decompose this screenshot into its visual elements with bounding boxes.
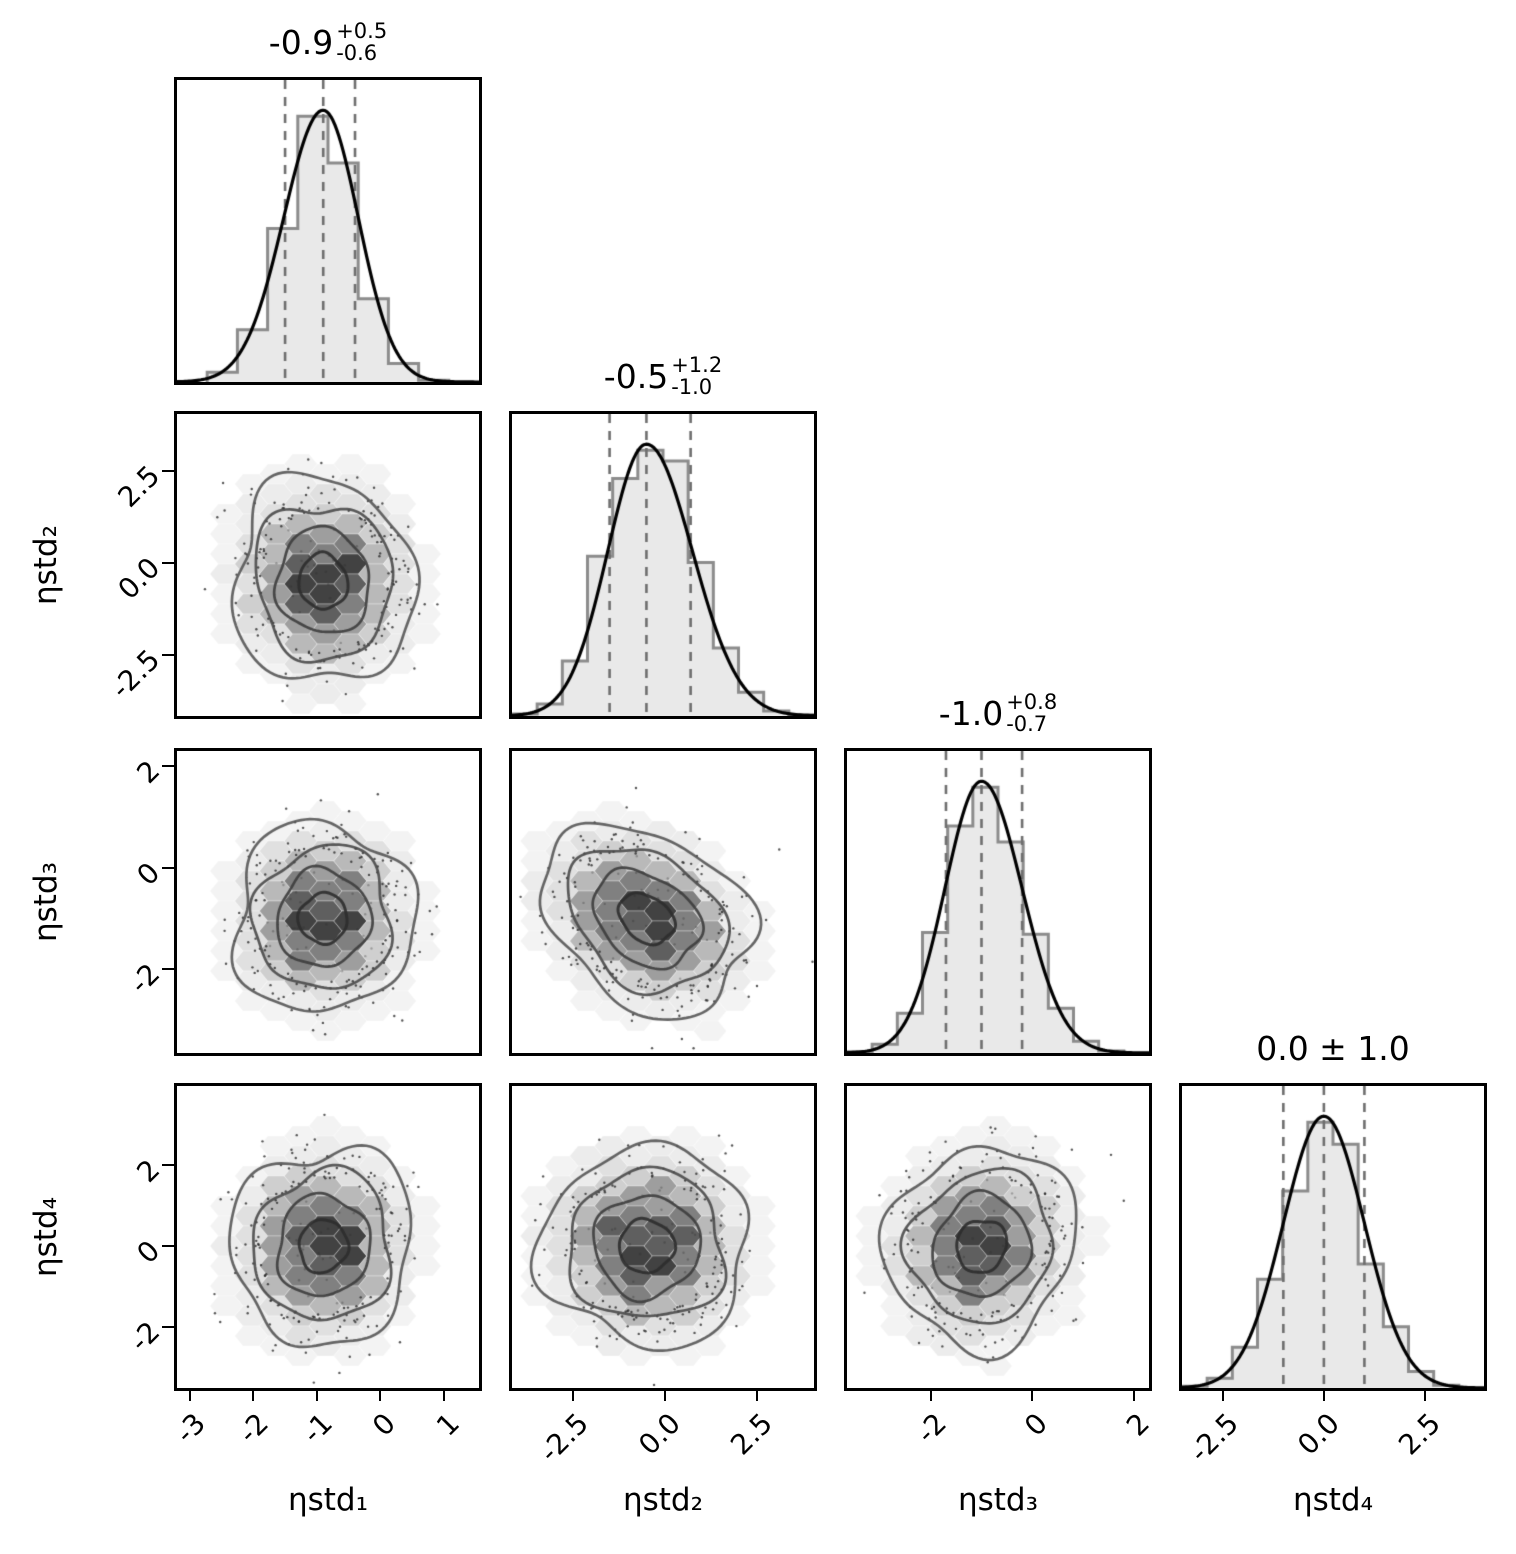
panel-r4c2 xyxy=(509,1083,817,1391)
y-tick-mark xyxy=(162,562,174,565)
diag-title-4: 0.0 ± 1.0 xyxy=(1182,1020,1484,1076)
title-median-value: -1.0 xyxy=(938,693,1004,733)
y-tick-mark xyxy=(162,968,174,971)
histogram-canvas xyxy=(512,414,814,716)
x-tick-mark xyxy=(1132,1389,1135,1401)
title-err-minus: -1.0 xyxy=(671,375,713,399)
x-tick-mark xyxy=(443,1389,446,1401)
density-canvas xyxy=(177,751,479,1053)
title-errors: +0.8 -0.7 xyxy=(1006,691,1057,735)
panel-r3c3 xyxy=(844,748,1152,1056)
x-tick-mark xyxy=(929,1389,932,1401)
panel-r4c1 xyxy=(174,1083,482,1391)
panel-r4c3 xyxy=(844,1083,1152,1391)
panel-r2c1 xyxy=(174,411,482,719)
y-tick-mark xyxy=(162,866,174,869)
x-tick-mark xyxy=(1424,1389,1427,1401)
diag-title-2: -0.5 +1.2 -1.0 xyxy=(512,348,814,404)
x-tick-mark xyxy=(1322,1389,1325,1401)
x-tick-mark xyxy=(188,1389,191,1401)
title-median-value: -0.5 xyxy=(603,356,669,396)
x-tick-mark xyxy=(1221,1389,1224,1401)
x-tick-mark xyxy=(755,1389,758,1401)
panel-r4c4 xyxy=(1179,1083,1487,1391)
y-axis-label-3: ηstd₃ xyxy=(28,861,64,943)
title-err-minus: -0.6 xyxy=(336,41,378,65)
x-tick-mark xyxy=(663,1389,666,1401)
diag-title-1: -0.9 +0.5 -0.6 xyxy=(177,14,479,70)
histogram-canvas xyxy=(847,751,1149,1053)
x-tick-mark xyxy=(379,1389,382,1401)
panel-r1c1 xyxy=(174,77,482,385)
histogram-canvas xyxy=(1182,1086,1484,1388)
panel-r2c2 xyxy=(509,411,817,719)
y-tick-label: 2.5 xyxy=(111,459,167,514)
density-canvas xyxy=(512,1086,814,1388)
density-canvas xyxy=(177,414,479,716)
y-tick-label: 2 xyxy=(130,754,167,791)
title-err-minus: -0.7 xyxy=(1006,712,1048,736)
y-tick-mark xyxy=(162,470,174,473)
y-tick-label: -2 xyxy=(123,957,167,1001)
x-axis-label-3: ηstd₃ xyxy=(957,1482,1039,1518)
x-tick-mark xyxy=(315,1389,318,1401)
x-tick-mark xyxy=(252,1389,255,1401)
y-tick-mark xyxy=(162,765,174,768)
y-tick-label: -2.5 xyxy=(104,643,167,706)
panel-r3c2 xyxy=(509,748,817,1056)
y-tick-label: 0 xyxy=(130,855,167,892)
x-tick-mark xyxy=(1031,1389,1034,1401)
density-canvas xyxy=(847,1086,1149,1388)
y-tick-mark xyxy=(162,654,174,657)
title-err-plus: +1.2 xyxy=(671,352,723,377)
title-median-value: -0.9 xyxy=(268,22,334,62)
title-errors: +1.2 -1.0 xyxy=(671,354,722,398)
title-err-plus: +0.5 xyxy=(336,18,388,43)
y-axis-label-4: ηstd₄ xyxy=(28,1196,64,1278)
diag-title-3: -1.0 +0.8 -0.7 xyxy=(847,685,1149,741)
y-axis-label-2: ηstd₂ xyxy=(28,524,64,606)
y-tick-mark xyxy=(162,1164,174,1167)
y-tick-mark xyxy=(162,1326,174,1329)
x-axis-label-1: ηstd₁ xyxy=(287,1482,369,1518)
panel-r3c1 xyxy=(174,748,482,1056)
histogram-canvas xyxy=(177,80,479,382)
y-tick-label: 0.0 xyxy=(111,551,167,606)
x-tick-mark xyxy=(571,1389,574,1401)
title-median-value: 0.0 ± 1.0 xyxy=(1256,1028,1410,1068)
title-err-plus: +0.8 xyxy=(1006,689,1058,714)
x-axis-label-2: ηstd₂ xyxy=(622,1482,704,1518)
x-axis-label-4: ηstd₄ xyxy=(1292,1482,1374,1518)
density-canvas xyxy=(512,751,814,1053)
title-errors: +0.5 -0.6 xyxy=(336,20,387,64)
y-tick-mark xyxy=(162,1245,174,1248)
density-canvas xyxy=(177,1086,479,1388)
